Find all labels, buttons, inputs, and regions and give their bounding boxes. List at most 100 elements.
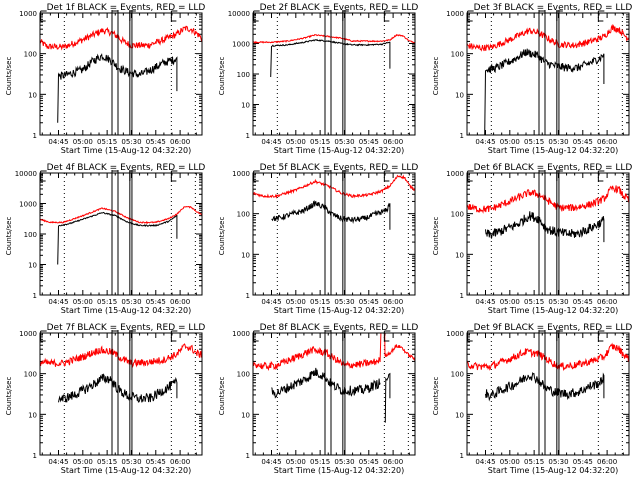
panel-title: Det 3f BLACK = Events, RED = LLD: [474, 3, 633, 13]
y-tick-label: 1: [460, 292, 464, 300]
x-tick-label: 05:15: [524, 458, 544, 466]
x-tick-label: 06:00: [597, 138, 617, 146]
panel-title: Det 5f BLACK = Events, RED = LLD: [260, 163, 419, 173]
panel-det-3f: Det 3f BLACK = Events, RED = LLD Counts/s…: [432, 3, 632, 155]
x-tick-label: 05:45: [359, 138, 379, 146]
plot-frame: [39, 332, 203, 456]
panel-det-2f: Det 2f BLACK = Events, RED = LLD Counts/s…: [218, 3, 418, 155]
panel-title: Det 1f BLACK = Events, RED = LLD: [47, 3, 206, 13]
y-tick-label: 1: [246, 292, 250, 300]
y-tick-label: 1: [460, 132, 464, 140]
x-axis-label: Start Time (15-Aug-12 04:32:20): [61, 306, 192, 315]
panel-title: Det 9f BLACK = Events, RED = LLD: [474, 323, 633, 333]
y-tick-label: 1000: [232, 330, 250, 338]
x-tick-label: 06:00: [383, 298, 403, 306]
y-tick-label: 10: [455, 91, 464, 99]
y-axis-label: Counts/sec: [218, 377, 226, 416]
x-tick-label: 05:15: [310, 298, 330, 306]
y-tick-label: 1000: [19, 201, 37, 209]
x-tick-label: 05:45: [359, 458, 379, 466]
x-axis-label: Start Time (15-Aug-12 04:32:20): [274, 146, 405, 155]
y-axis-label: Counts/sec: [5, 377, 13, 416]
x-tick-label: 05:45: [573, 298, 593, 306]
x-tick-label: 05:30: [548, 458, 568, 466]
panel-title: Det 4f BLACK = Events, RED = LLD: [47, 163, 206, 173]
x-tick-label: 05:15: [524, 138, 544, 146]
y-tick-label: 1000: [19, 330, 37, 338]
x-tick-label: 05:45: [573, 458, 593, 466]
x-axis-label: Start Time (15-Aug-12 04:32:20): [488, 466, 619, 475]
y-tick-label: 10: [241, 251, 250, 259]
panel-title: Det 6f BLACK = Events, RED = LLD: [474, 163, 633, 173]
y-axis-label: Counts/sec: [432, 377, 440, 416]
x-tick-label: 05:45: [146, 458, 166, 466]
x-tick-label: 05:00: [500, 138, 520, 146]
y-tick-label: 1: [33, 452, 37, 460]
y-tick-label: 100: [24, 51, 37, 59]
x-tick-label: 05:30: [121, 458, 141, 466]
x-tick-label: 04:45: [475, 138, 495, 146]
x-tick-label: 05:00: [286, 298, 306, 306]
x-tick-label: 05:30: [121, 138, 141, 146]
y-tick-label: 10: [28, 91, 37, 99]
y-tick-label: 1: [33, 292, 37, 300]
x-tick-label: 05:30: [548, 298, 568, 306]
x-axis-label: Start Time (15-Aug-12 04:32:20): [274, 466, 405, 475]
x-tick-label: 04:45: [261, 458, 281, 466]
x-tick-label: 05:00: [500, 298, 520, 306]
y-axis-label: Counts/sec: [5, 217, 13, 256]
x-tick-label: 05:00: [73, 458, 93, 466]
x-tick-label: 05:45: [573, 138, 593, 146]
x-tick-label: 06:00: [383, 458, 403, 466]
x-tick-label: 05:45: [146, 138, 166, 146]
x-tick-label: 05:30: [121, 298, 141, 306]
x-tick-label: 04:45: [475, 298, 495, 306]
plot-frame: [39, 172, 203, 296]
x-axis-label: Start Time (15-Aug-12 04:32:20): [274, 306, 405, 315]
plot-frame: [252, 172, 416, 296]
plot-frame: [39, 12, 203, 136]
y-tick-label: 1: [246, 132, 250, 140]
y-tick-label: 1000: [19, 10, 37, 18]
panel-det-5f: Det 5f BLACK = Events, RED = LLD Counts/s…: [218, 163, 418, 315]
y-tick-label: 100: [237, 71, 250, 79]
y-tick-label: 10: [455, 411, 464, 419]
lld-series-line: [253, 174, 415, 199]
lld-series-line: [40, 343, 202, 369]
events-series-line: [57, 211, 178, 265]
events-series-line: [271, 367, 381, 399]
lld-series-line: [467, 23, 629, 52]
lld-series-line: [40, 205, 202, 224]
y-tick-label: 1: [460, 452, 464, 460]
y-tick-label: 100: [24, 371, 37, 379]
y-tick-label: 10000: [228, 10, 250, 18]
y-axis-label: Counts/sec: [432, 57, 440, 96]
x-tick-label: 04:45: [48, 298, 68, 306]
y-axis-label: Counts/sec: [218, 217, 226, 256]
panel-title: Det 7f BLACK = Events, RED = LLD: [47, 323, 206, 333]
panel-title: Det 8f BLACK = Events, RED = LLD: [260, 323, 419, 333]
x-tick-label: 05:15: [524, 298, 544, 306]
panel-title: Det 2f BLACK = Events, RED = LLD: [260, 3, 419, 13]
x-tick-label: 06:00: [597, 458, 617, 466]
y-tick-label: 10: [455, 251, 464, 259]
lld-series-line: [467, 342, 629, 372]
x-axis-label: Start Time (15-Aug-12 04:32:20): [61, 146, 192, 155]
panel-det-8f: Det 8f BLACK = Events, RED = LLD Counts/s…: [218, 323, 418, 475]
x-tick-label: 05:30: [548, 138, 568, 146]
y-tick-label: 10: [241, 102, 250, 110]
y-tick-label: 1000: [446, 10, 464, 18]
y-tick-label: 1000: [232, 170, 250, 178]
x-tick-label: 05:30: [334, 298, 354, 306]
x-tick-label: 06:00: [383, 138, 403, 146]
events-series-line: [484, 48, 605, 135]
plot-frame: [252, 12, 416, 136]
lld-series-line: [384, 333, 415, 361]
y-tick-label: 100: [451, 211, 464, 219]
x-tick-label: 04:45: [261, 138, 281, 146]
y-tick-label: 1: [33, 132, 37, 140]
events-series-line: [270, 38, 391, 78]
lld-series-line: [467, 185, 629, 214]
events-series-line: [57, 53, 178, 123]
panel-det-1f: Det 1f BLACK = Events, RED = LLD Counts/s…: [5, 3, 205, 155]
